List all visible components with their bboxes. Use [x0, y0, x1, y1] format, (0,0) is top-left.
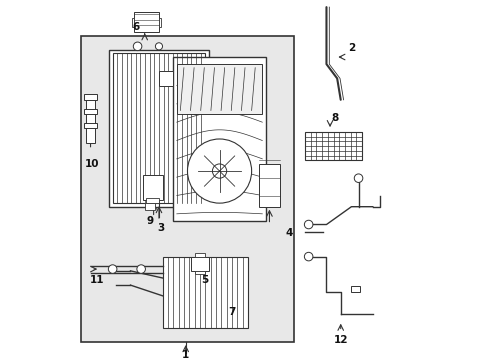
Bar [194, 271, 205, 274]
Text: 8: 8 [331, 113, 338, 123]
Circle shape [137, 265, 145, 273]
Bar [191, 257, 208, 271]
Circle shape [212, 164, 226, 178]
Bar [132, 18, 134, 27]
Bar [142, 175, 162, 199]
Text: 5: 5 [201, 275, 208, 285]
Text: 11: 11 [89, 275, 103, 285]
Bar [173, 57, 265, 221]
Bar [84, 94, 97, 100]
Circle shape [133, 42, 142, 51]
Bar [146, 198, 159, 203]
Circle shape [304, 252, 312, 261]
Text: 6: 6 [132, 22, 139, 32]
Circle shape [108, 265, 117, 273]
Bar [258, 164, 280, 207]
Bar [351, 286, 360, 292]
Text: 10: 10 [84, 159, 99, 169]
Bar [177, 64, 262, 114]
Bar [305, 132, 362, 160]
Bar [81, 36, 294, 342]
Text: 1: 1 [182, 350, 189, 360]
Text: 12: 12 [333, 336, 347, 345]
Text: 2: 2 [347, 43, 354, 53]
Bar [159, 18, 161, 27]
Bar [109, 50, 208, 207]
Text: 4: 4 [285, 229, 292, 238]
Bar [84, 109, 97, 114]
Bar [84, 123, 97, 128]
Bar [159, 71, 173, 86]
Circle shape [353, 174, 362, 183]
Text: 3: 3 [157, 223, 164, 233]
Bar [86, 100, 95, 143]
Bar [162, 257, 247, 328]
Text: 9: 9 [146, 216, 153, 226]
Circle shape [155, 43, 162, 50]
Bar [134, 13, 159, 32]
Bar [144, 203, 155, 210]
Bar [194, 253, 205, 257]
Circle shape [304, 220, 312, 229]
Circle shape [187, 139, 251, 203]
Text: 7: 7 [228, 307, 235, 317]
Bar [112, 53, 205, 203]
